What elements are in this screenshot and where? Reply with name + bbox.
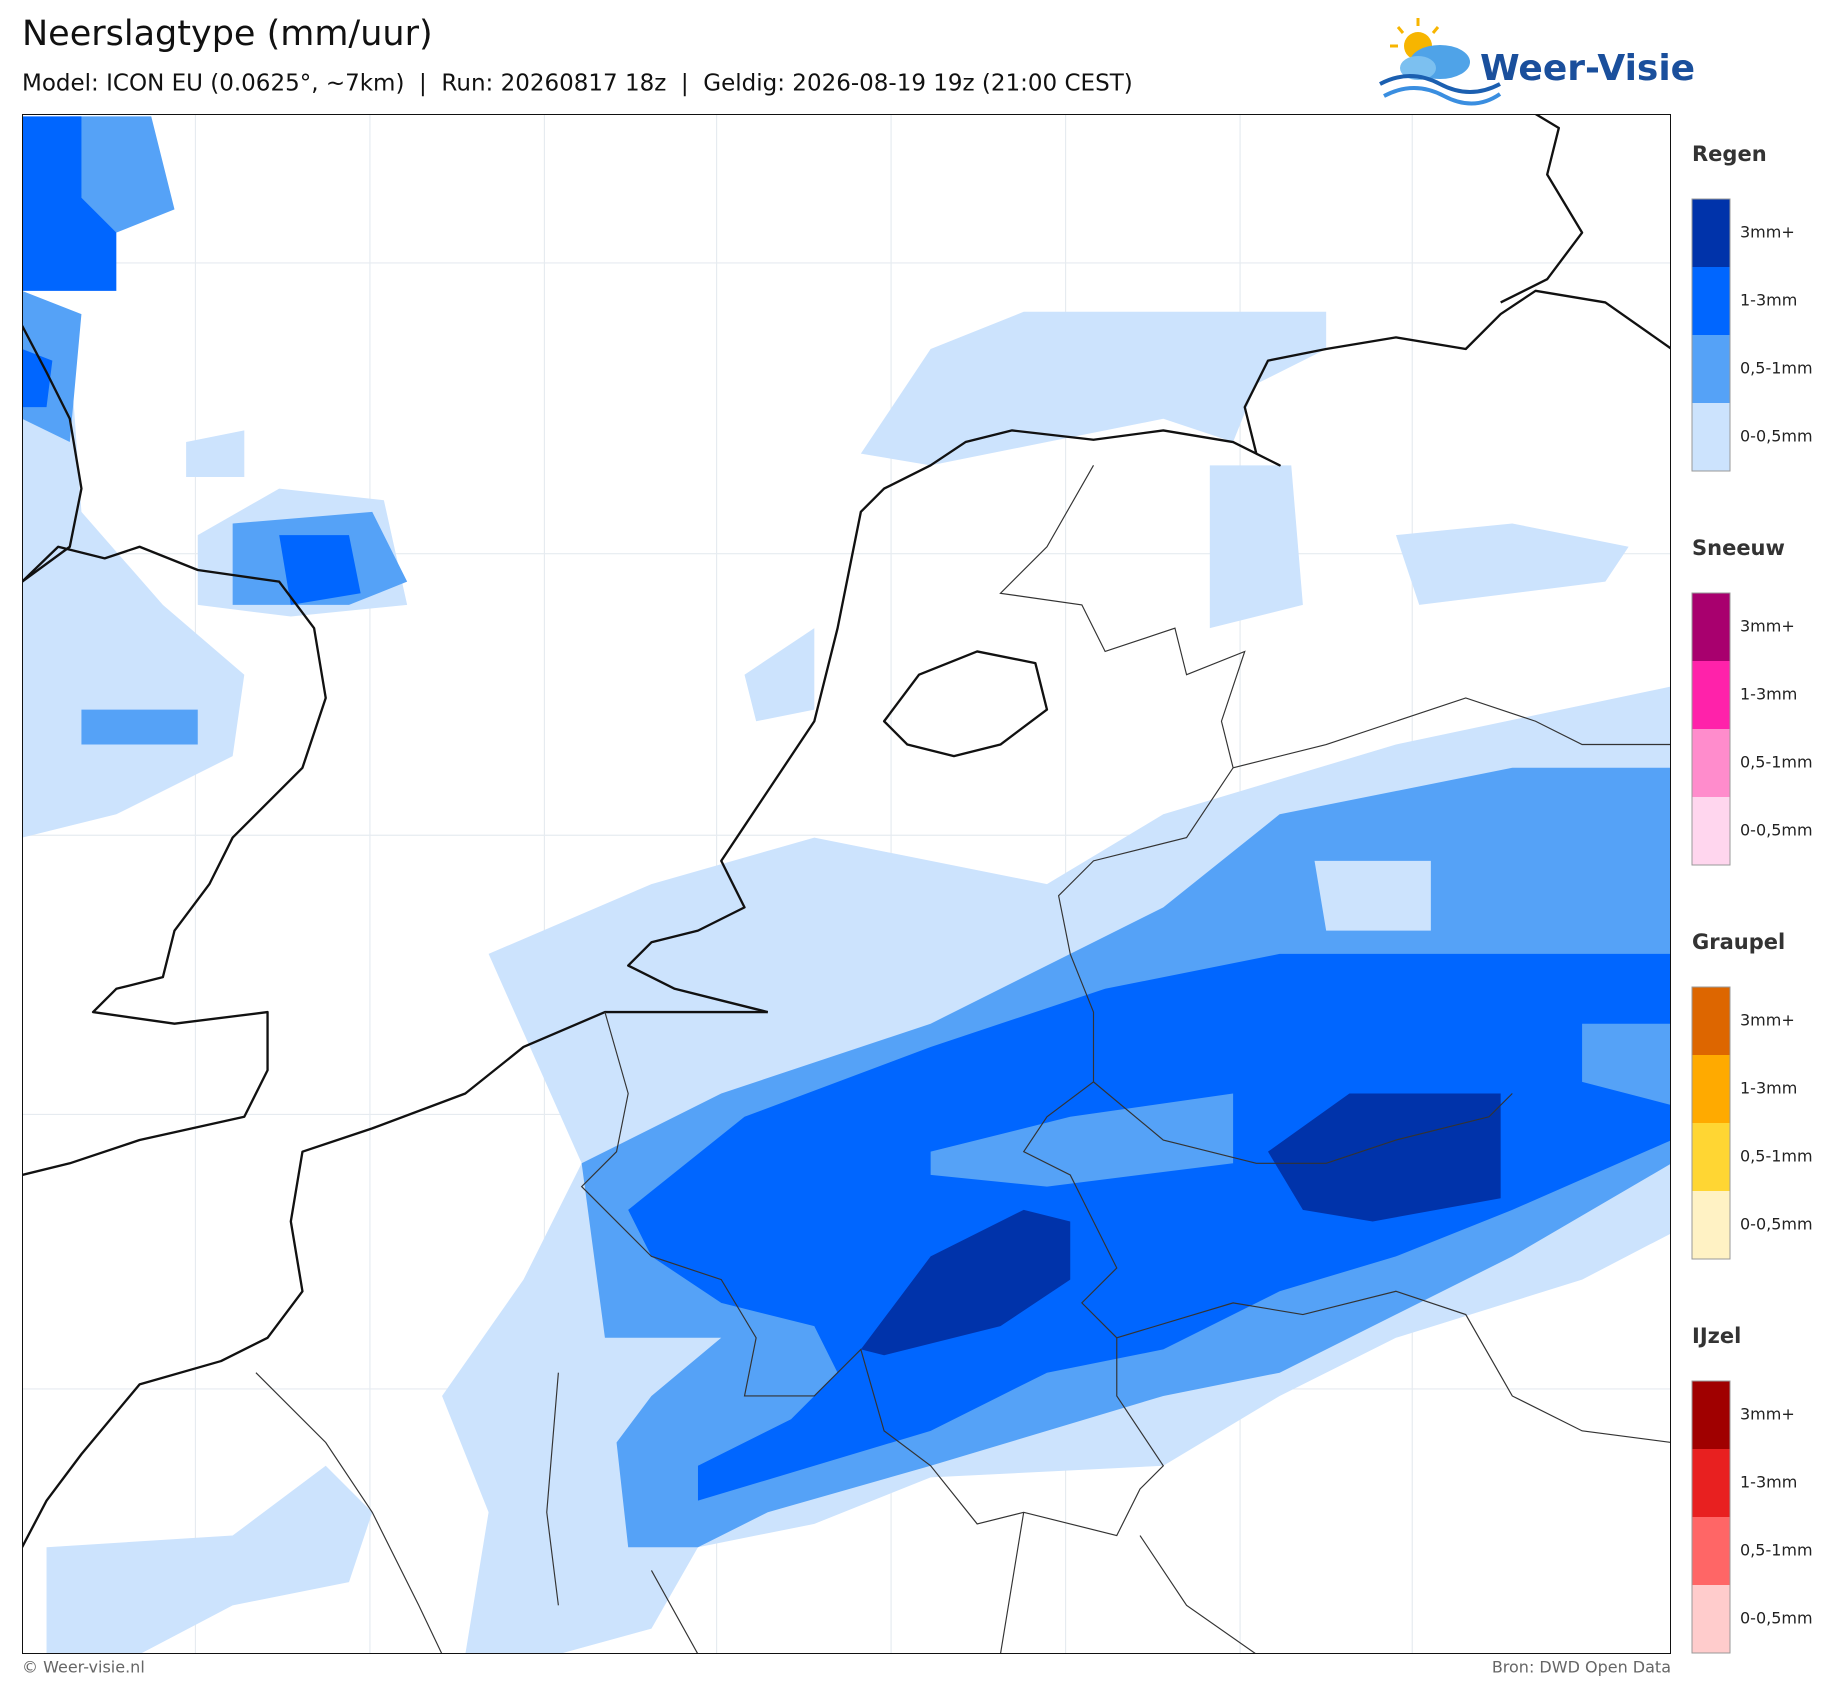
precipitation [22,116,1671,1654]
logo: Weer-Visie [1379,18,1695,106]
legend-swatch [1692,661,1730,729]
legend-swatch [1692,1123,1730,1191]
legend-label: 1-3mm [1740,1473,1797,1492]
legend-swatch [1692,1381,1730,1449]
legend-swatch [1692,1055,1730,1123]
legend-title: Sneeuw [1692,536,1785,560]
borders [255,465,1671,1654]
legend-label: 0,5-1mm [1740,359,1813,378]
legend-label: 0-0,5mm [1740,1609,1813,1628]
legend-swatch [1692,1449,1730,1517]
legend-swatch [1692,403,1730,471]
legend-group: Graupel 3mm+ 1-3mm 0,5-1mm 0-0,5mm [1691,930,1813,1260]
legend-frame [1691,592,1731,866]
legend-label: 0-0,5mm [1740,1215,1813,1234]
legend-label: 0,5-1mm [1740,1541,1813,1560]
legend-label: 1-3mm [1740,685,1797,704]
legend-swatch [1692,267,1730,335]
legend-swatch [1692,335,1730,403]
legend-label: 3mm+ [1740,1405,1795,1424]
legend-label: 1-3mm [1740,1079,1797,1098]
map [22,114,1671,1654]
legend-label: 1-3mm [1740,291,1797,310]
legend-swatch [1692,1517,1730,1585]
legend-swatch [1692,199,1730,267]
coastlines [22,114,1671,1548]
legend-group: Regen 3mm+ 1-3mm 0,5-1mm 0-0,5mm [1691,142,1813,472]
legend-swatch [1692,987,1730,1055]
footer-source: Bron: DWD Open Data [1492,1658,1671,1677]
legend-group: IJzel 3mm+ 1-3mm 0,5-1mm 0-0,5mm [1691,1324,1813,1654]
legend-label: 0-0,5mm [1740,821,1813,840]
legend-title: IJzel [1692,1324,1741,1348]
legend-frame [1691,198,1731,472]
logo-text: Weer-Visie [1480,48,1695,89]
legend-label: 0-0,5mm [1740,427,1813,446]
footer-credit: © Weer-visie.nl [22,1658,145,1677]
legend-group: Sneeuw 3mm+ 1-3mm 0,5-1mm 0-0,5mm [1691,536,1813,866]
legend-swatch [1692,1585,1730,1653]
subtitle: Model: ICON EU (0.0625°, ~7km) | Run: 20… [22,71,1133,97]
legend-label: 0,5-1mm [1740,753,1813,772]
legend-swatch [1692,1191,1730,1259]
legend-swatch [1692,797,1730,865]
legend-frame [1691,1380,1731,1654]
legend-frame [1691,986,1731,1260]
title: Neerslagtype (mm/uur) [22,14,433,54]
legend-label: 3mm+ [1740,617,1795,636]
legend-label: 3mm+ [1740,223,1795,242]
legend-title: Regen [1692,142,1767,166]
legend-label: 0,5-1mm [1740,1147,1813,1166]
legend-label: 3mm+ [1740,1011,1795,1030]
legend-title: Graupel [1692,930,1785,954]
legend-swatch [1692,593,1730,661]
legend-swatch [1692,729,1730,797]
legend: Regen 3mm+ 1-3mm 0,5-1mm 0-0,5mm Sneeuw 3mm+ 1-… [1691,142,1813,1654]
